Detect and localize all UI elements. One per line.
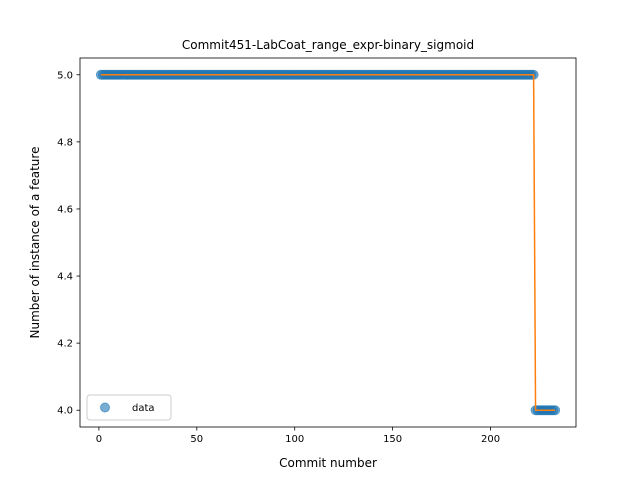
- y-tick-label: 4.6: [57, 204, 73, 215]
- legend-label-data: data: [132, 403, 155, 414]
- x-axis-ticks: 0 50 100 150 200: [96, 427, 500, 445]
- legend-box: [86, 394, 172, 421]
- x-tick-label: 100: [285, 434, 304, 445]
- plot-frame: [79, 57, 577, 428]
- y-tick-label: 4.4: [57, 272, 73, 283]
- y-tick-label: 4.8: [57, 137, 73, 148]
- y-axis-label: Number of instance of a feature: [28, 147, 42, 339]
- legend-marker-data: [100, 402, 110, 413]
- y-tick-label: 4.2: [57, 339, 73, 350]
- x-tick-label: 150: [383, 434, 402, 445]
- x-axis-label: Commit number: [279, 456, 377, 470]
- trend-line: [100, 74, 556, 411]
- series-layer: [95, 69, 561, 416]
- legend: data: [86, 394, 172, 421]
- y-tick-label: 5.0: [57, 70, 73, 81]
- x-tick-label: 50: [190, 434, 203, 445]
- x-tick-label: 200: [481, 434, 500, 445]
- y-tick-label: 4.0: [57, 406, 73, 417]
- chart-title: Commit451-LabCoat_range_expr-binary_sigm…: [182, 38, 474, 52]
- x-tick-label: 0: [96, 434, 102, 445]
- y-axis-ticks: 4.0 4.2 4.4 4.6 4.8 5.0: [57, 70, 80, 417]
